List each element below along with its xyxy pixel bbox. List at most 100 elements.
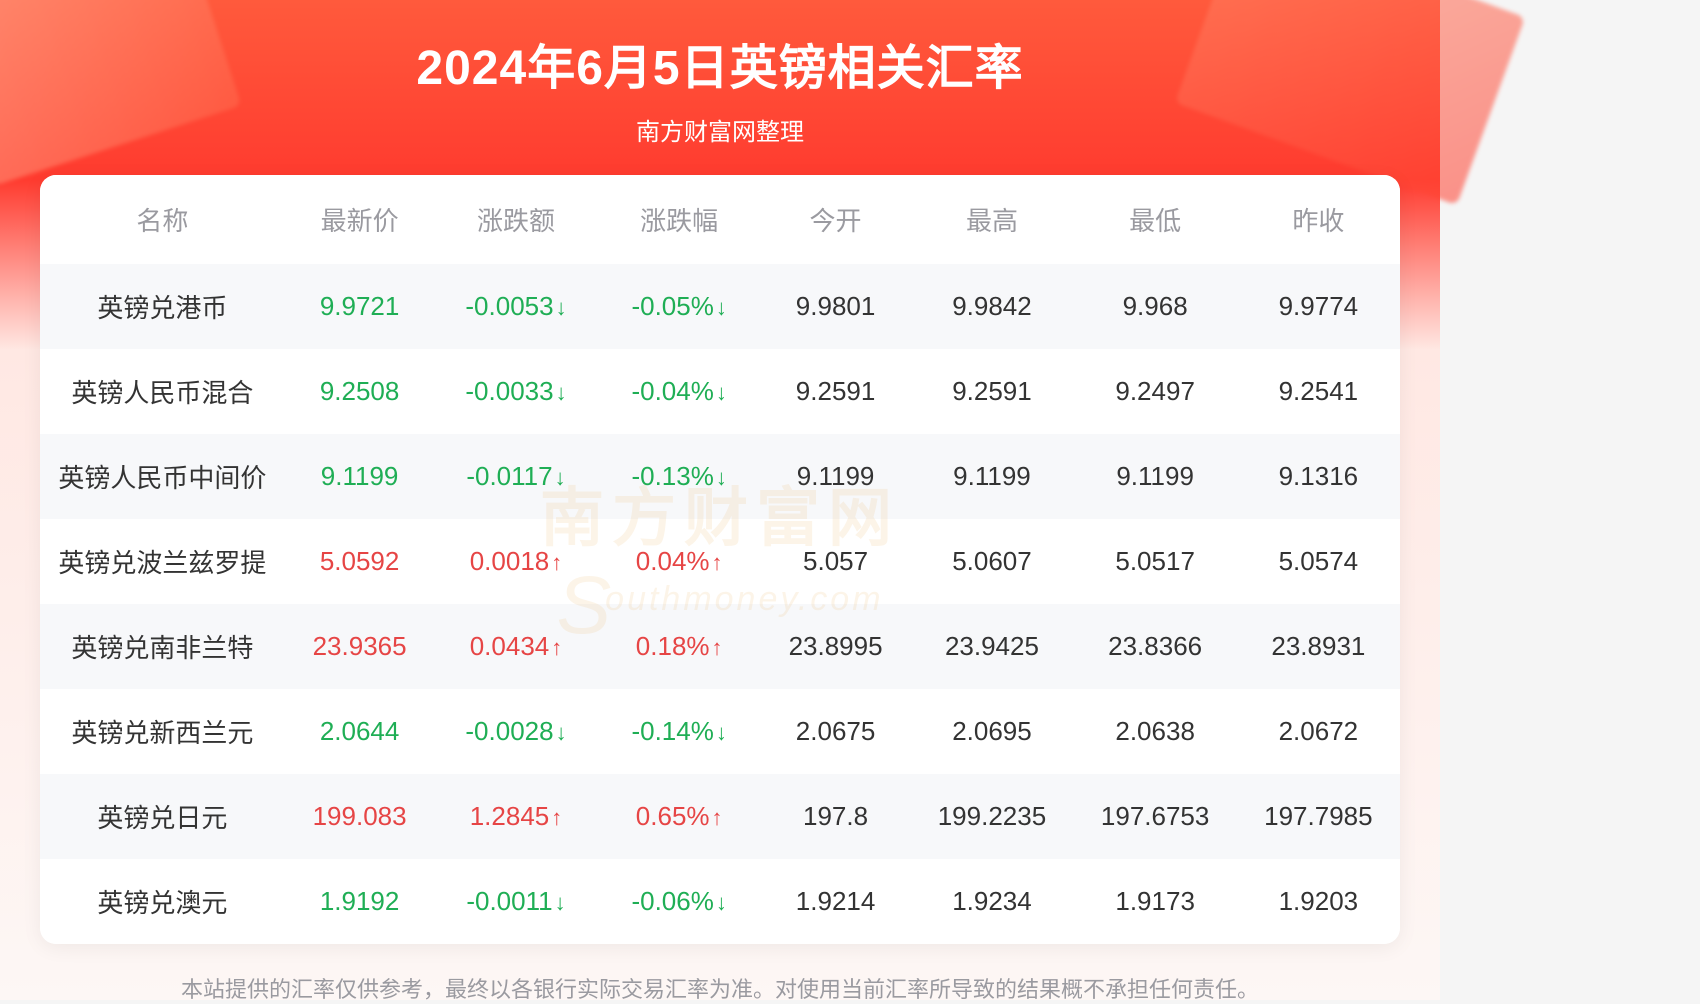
cell-high: 2.0695 <box>910 689 1073 774</box>
cell-prev: 197.7985 <box>1237 774 1400 859</box>
table-row: 英镑人民币中间价9.1199-0.0117↓-0.13%↓9.11999.119… <box>40 434 1400 519</box>
cell-price: 9.1199 <box>285 434 435 519</box>
cell-pct: -0.05%↓ <box>598 264 761 349</box>
cell-pct: 0.04%↑ <box>598 519 761 604</box>
cell-prev: 23.8931 <box>1237 604 1400 689</box>
cell-price: 199.083 <box>285 774 435 859</box>
cell-name: 英镑兑澳元 <box>40 859 285 944</box>
cell-prev: 1.9203 <box>1237 859 1400 944</box>
cell-high: 9.2591 <box>910 349 1073 434</box>
cell-open: 5.057 <box>761 519 911 604</box>
cell-chg: -0.0011↓ <box>434 859 597 944</box>
arrow-down-icon: ↓ <box>555 465 566 490</box>
cell-price: 2.0644 <box>285 689 435 774</box>
arrow-up-icon: ↑ <box>551 805 562 830</box>
table-row: 英镑兑港币9.9721-0.0053↓-0.05%↓9.98019.98429.… <box>40 264 1400 349</box>
cell-open: 9.2591 <box>761 349 911 434</box>
col-low: 最低 <box>1074 175 1237 264</box>
cell-price: 9.9721 <box>285 264 435 349</box>
cell-name: 英镑兑波兰兹罗提 <box>40 519 285 604</box>
cell-price: 5.0592 <box>285 519 435 604</box>
cell-high: 1.9234 <box>910 859 1073 944</box>
cell-open: 2.0675 <box>761 689 911 774</box>
table-row: 英镑兑日元199.0831.2845↑0.65%↑197.8199.223519… <box>40 774 1400 859</box>
cell-low: 1.9173 <box>1074 859 1237 944</box>
cell-prev: 5.0574 <box>1237 519 1400 604</box>
cell-pct: -0.06%↓ <box>598 859 761 944</box>
cell-pct: -0.14%↓ <box>598 689 761 774</box>
cell-prev: 9.9774 <box>1237 264 1400 349</box>
cell-pct: 0.18%↑ <box>598 604 761 689</box>
table-row: 英镑兑新西兰元2.0644-0.0028↓-0.14%↓2.06752.0695… <box>40 689 1400 774</box>
cell-open: 9.1199 <box>761 434 911 519</box>
arrow-down-icon: ↓ <box>555 890 566 915</box>
page-subtitle: 南方财富网整理 <box>0 112 1440 147</box>
cell-high: 199.2235 <box>910 774 1073 859</box>
table-row: 英镑兑波兰兹罗提5.05920.0018↑0.04%↑5.0575.06075.… <box>40 519 1400 604</box>
cell-open: 9.9801 <box>761 264 911 349</box>
rates-table: 名称 最新价 涨跌额 涨跌幅 今开 最高 最低 昨收 英镑兑港币9.9721-0… <box>40 175 1400 944</box>
cell-open: 1.9214 <box>761 859 911 944</box>
table-row: 英镑人民币混合9.2508-0.0033↓-0.04%↓9.25919.2591… <box>40 349 1400 434</box>
cell-low: 197.6753 <box>1074 774 1237 859</box>
cell-name: 英镑兑港币 <box>40 264 285 349</box>
cell-pct: -0.04%↓ <box>598 349 761 434</box>
arrow-up-icon: ↑ <box>712 805 723 830</box>
arrow-down-icon: ↓ <box>716 465 727 490</box>
arrow-up-icon: ↑ <box>712 550 723 575</box>
cell-name: 英镑人民币中间价 <box>40 434 285 519</box>
table-head: 名称 最新价 涨跌额 涨跌幅 今开 最高 最低 昨收 <box>40 175 1400 264</box>
col-price: 最新价 <box>285 175 435 264</box>
cell-low: 23.8366 <box>1074 604 1237 689</box>
cell-chg: -0.0117↓ <box>434 434 597 519</box>
table-row: 英镑兑澳元1.9192-0.0011↓-0.06%↓1.92141.92341.… <box>40 859 1400 944</box>
col-high: 最高 <box>910 175 1073 264</box>
cell-open: 197.8 <box>761 774 911 859</box>
cell-name: 英镑人民币混合 <box>40 349 285 434</box>
cell-name: 英镑兑日元 <box>40 774 285 859</box>
cell-pct: -0.13%↓ <box>598 434 761 519</box>
page-container: 2024年6月5日英镑相关汇率 南方财富网整理 南方财富网 Southmoney… <box>0 0 1440 1000</box>
cell-chg: -0.0033↓ <box>434 349 597 434</box>
cell-high: 9.1199 <box>910 434 1073 519</box>
cell-chg: -0.0053↓ <box>434 264 597 349</box>
col-pct: 涨跌幅 <box>598 175 761 264</box>
cell-low: 9.968 <box>1074 264 1237 349</box>
arrow-down-icon: ↓ <box>556 380 567 405</box>
col-open: 今开 <box>761 175 911 264</box>
arrow-down-icon: ↓ <box>716 720 727 745</box>
arrow-down-icon: ↓ <box>716 380 727 405</box>
header: 2024年6月5日英镑相关汇率 南方财富网整理 <box>0 0 1440 147</box>
cell-low: 9.1199 <box>1074 434 1237 519</box>
cell-prev: 9.1316 <box>1237 434 1400 519</box>
col-name: 名称 <box>40 175 285 264</box>
col-prev: 昨收 <box>1237 175 1400 264</box>
cell-high: 23.9425 <box>910 604 1073 689</box>
arrow-up-icon: ↑ <box>551 635 562 660</box>
page-title: 2024年6月5日英镑相关汇率 <box>0 28 1440 98</box>
cell-chg: 0.0434↑ <box>434 604 597 689</box>
arrow-down-icon: ↓ <box>556 720 567 745</box>
cell-chg: 0.0018↑ <box>434 519 597 604</box>
cell-pct: 0.65%↑ <box>598 774 761 859</box>
table-row: 英镑兑南非兰特23.93650.0434↑0.18%↑23.899523.942… <box>40 604 1400 689</box>
arrow-up-icon: ↑ <box>551 550 562 575</box>
cell-low: 2.0638 <box>1074 689 1237 774</box>
cell-high: 5.0607 <box>910 519 1073 604</box>
arrow-down-icon: ↓ <box>716 295 727 320</box>
rates-table-wrap: 南方财富网 Southmoney.com 名称 最新价 涨跌额 涨跌幅 今开 最… <box>40 175 1400 944</box>
cell-prev: 2.0672 <box>1237 689 1400 774</box>
arrow-up-icon: ↑ <box>712 635 723 660</box>
col-chg: 涨跌额 <box>434 175 597 264</box>
cell-price: 1.9192 <box>285 859 435 944</box>
arrow-down-icon: ↓ <box>556 295 567 320</box>
cell-price: 23.9365 <box>285 604 435 689</box>
cell-price: 9.2508 <box>285 349 435 434</box>
cell-chg: 1.2845↑ <box>434 774 597 859</box>
cell-low: 9.2497 <box>1074 349 1237 434</box>
cell-low: 5.0517 <box>1074 519 1237 604</box>
disclaimer: 本站提供的汇率仅供参考，最终以各银行实际交易汇率为准。对使用当前汇率所导致的结果… <box>0 972 1440 1004</box>
cell-name: 英镑兑新西兰元 <box>40 689 285 774</box>
cell-prev: 9.2541 <box>1237 349 1400 434</box>
cell-open: 23.8995 <box>761 604 911 689</box>
